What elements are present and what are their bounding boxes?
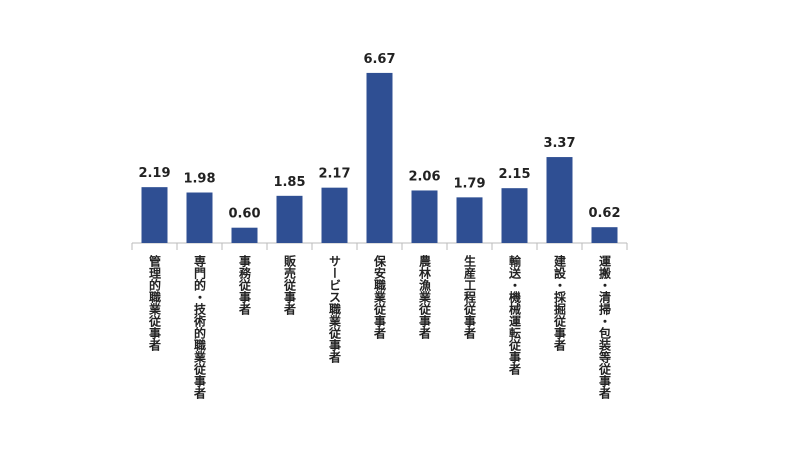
x-tick-label: 保安職業従事者 (373, 254, 387, 340)
x-tick-label: サービス職業従事者 (328, 255, 342, 364)
value-label: 2.17 (318, 167, 350, 182)
bar (456, 197, 483, 243)
bar (186, 192, 213, 243)
bar (231, 227, 258, 243)
value-label: 2.06 (408, 169, 440, 184)
bar (276, 195, 303, 243)
x-tick-label: 建設・採掘従事者 (553, 254, 567, 352)
bar (366, 72, 393, 243)
bar (141, 187, 168, 243)
value-label: 0.60 (228, 207, 260, 222)
value-label: 1.98 (183, 172, 215, 187)
x-tick-label: 事務従事者 (238, 254, 252, 316)
value-label: 6.67 (363, 52, 395, 67)
bar (321, 187, 348, 243)
value-label: 1.85 (273, 175, 305, 190)
bar (411, 190, 438, 243)
value-label: 0.62 (588, 206, 620, 221)
value-label: 2.19 (138, 166, 170, 181)
x-tick-label: 運搬・清掃・包装等従事者 (598, 255, 612, 400)
x-tick-label: 生産工程従事者 (463, 254, 477, 340)
bar (546, 157, 573, 243)
value-label: 2.15 (498, 167, 530, 182)
bar (501, 188, 528, 243)
x-tick-label: 輸送・機械運転従事者 (508, 254, 522, 376)
x-tick-label: 管理的職業従事者 (148, 254, 162, 352)
bar (591, 227, 618, 243)
value-label: 1.79 (453, 176, 485, 191)
x-tick-label: 販売従事者 (283, 254, 297, 316)
x-tick-label: 専門的・技術的職業従事者 (193, 254, 207, 400)
value-label: 3.37 (543, 136, 575, 151)
x-tick-label: 農林漁業従事者 (418, 254, 432, 340)
